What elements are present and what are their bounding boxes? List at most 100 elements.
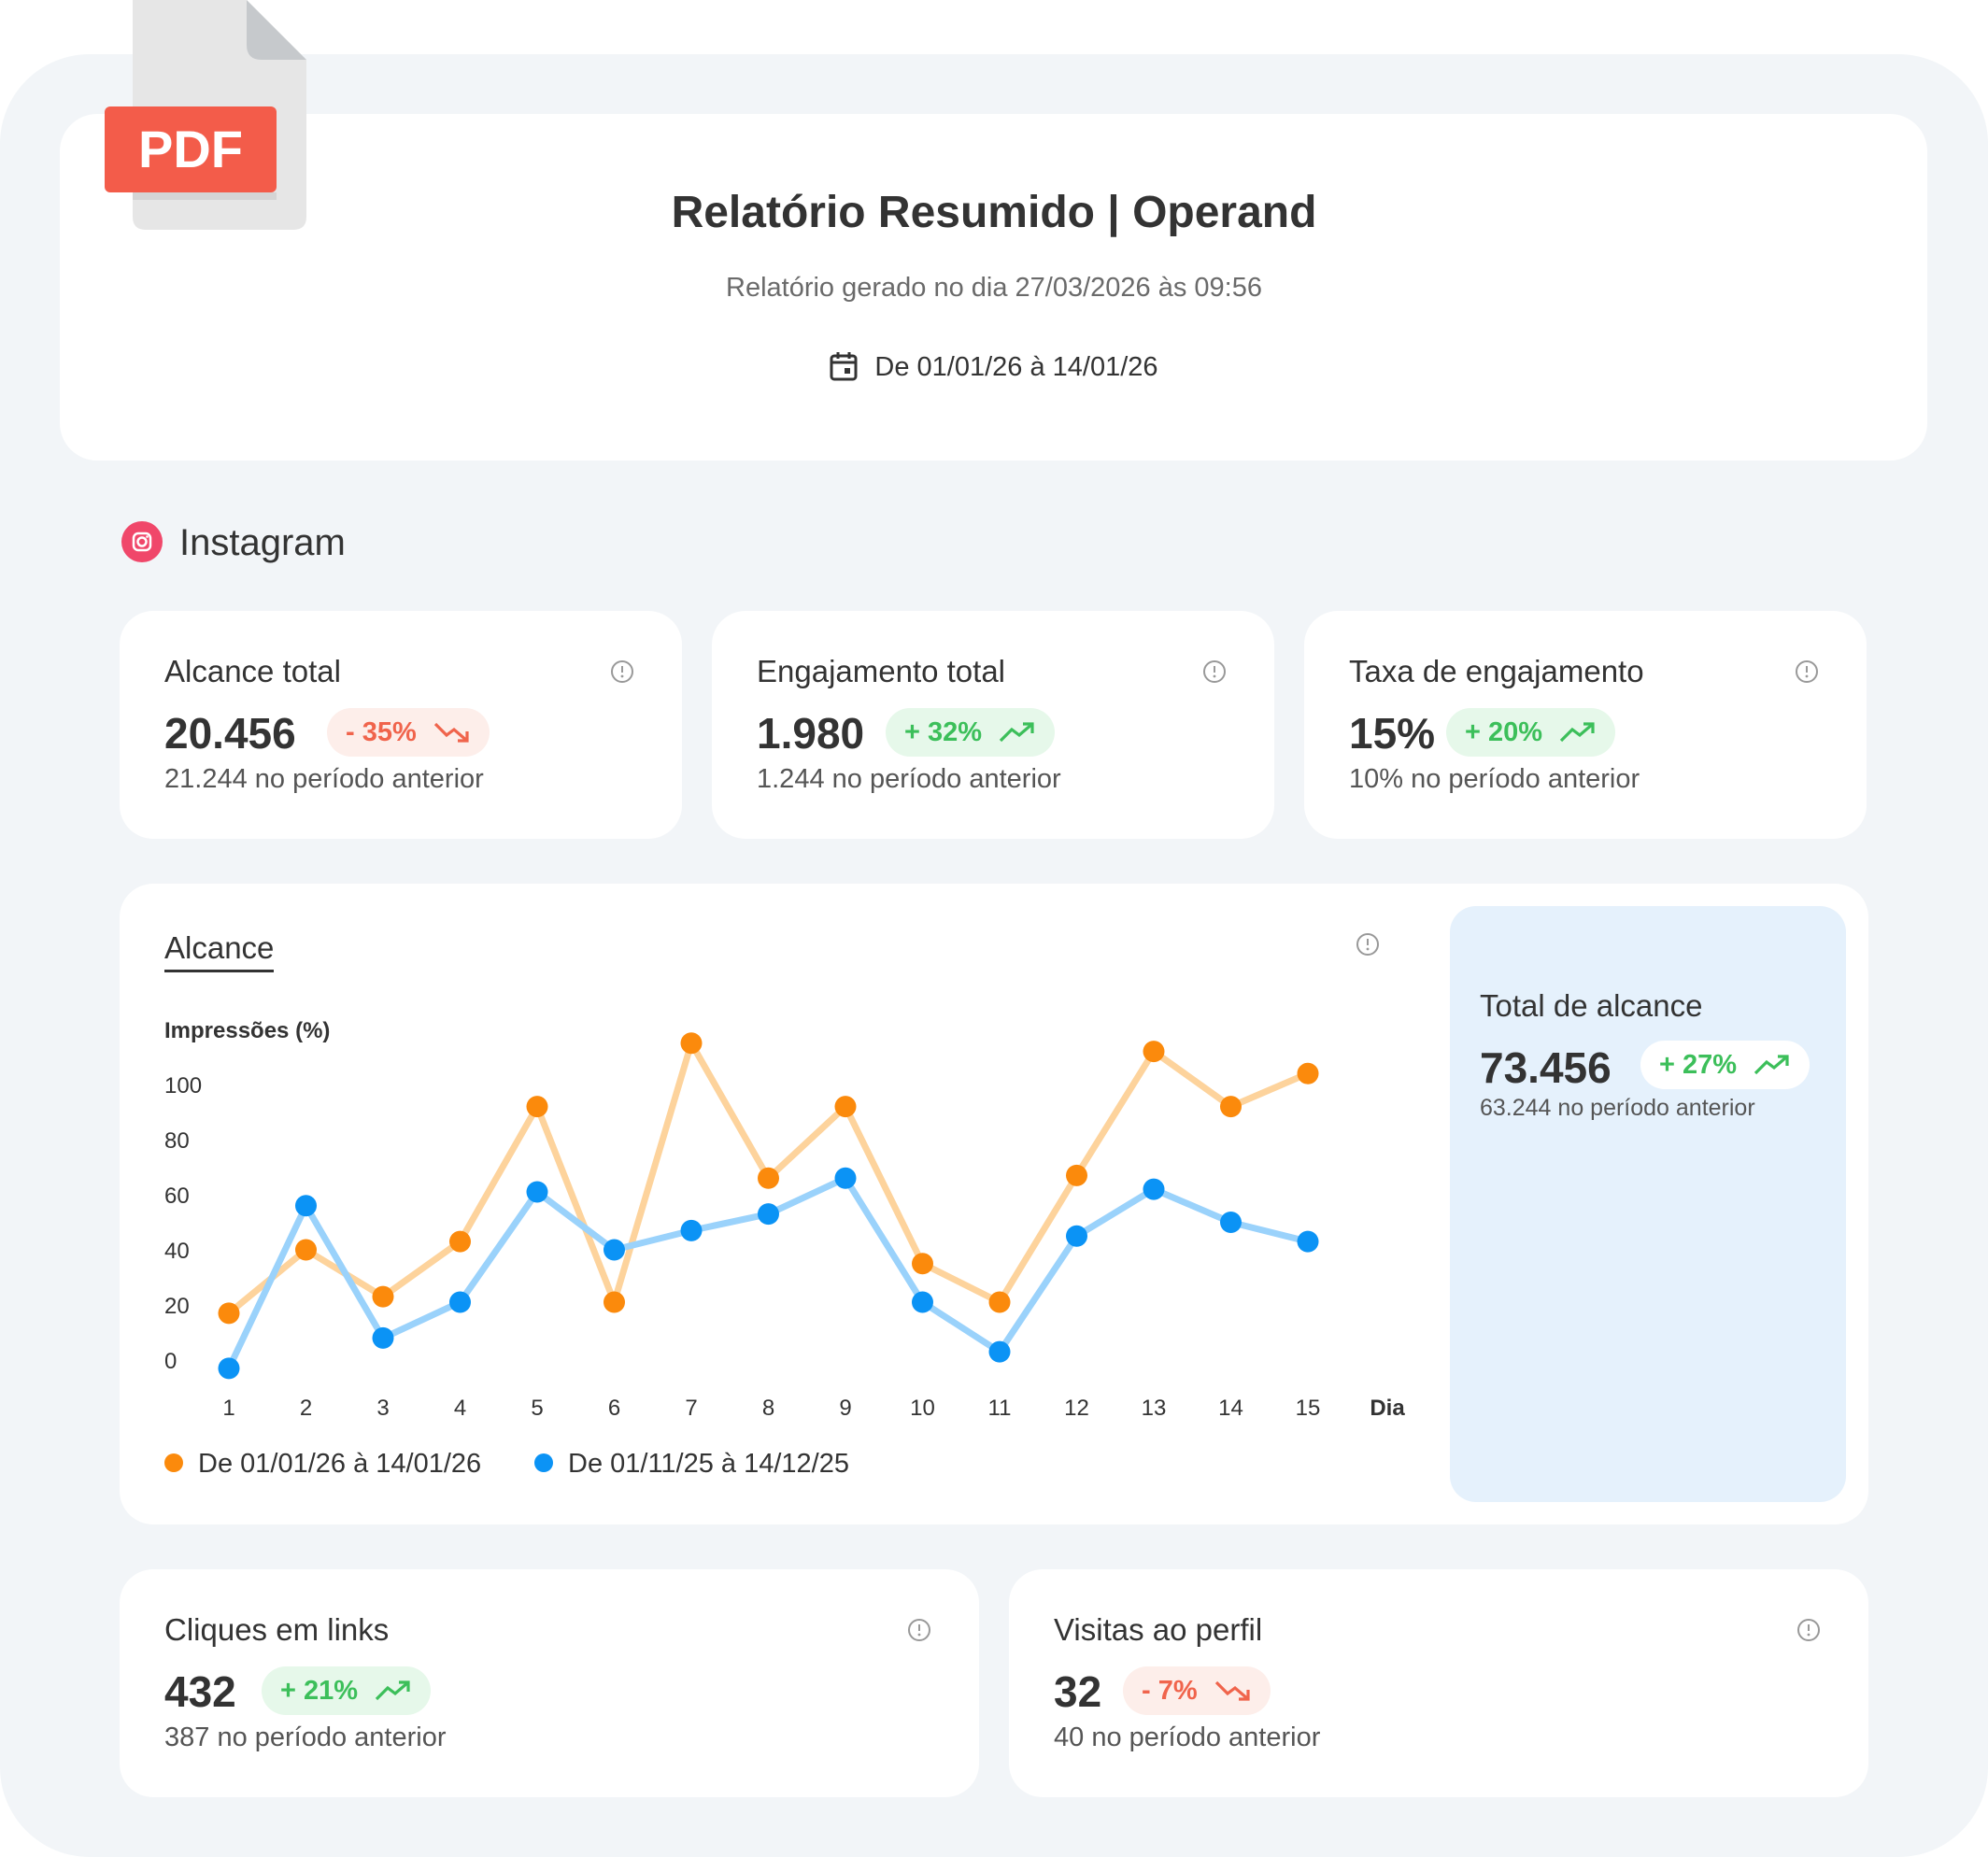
metric-label: Taxa de engajamento bbox=[1349, 654, 1644, 688]
y-tick-label: 60 bbox=[164, 1184, 190, 1209]
page-title: Relatório Resumido | Operand bbox=[671, 188, 1317, 237]
section-title: Instagram bbox=[179, 522, 346, 563]
x-tick-label: 11 bbox=[988, 1396, 1012, 1421]
x-tick-label: 2 bbox=[300, 1396, 312, 1421]
pdf-file-icon[interactable]: PDF bbox=[105, 0, 306, 230]
data-point-1 bbox=[449, 1291, 471, 1313]
data-point-1 bbox=[680, 1219, 703, 1241]
data-point-1 bbox=[1220, 1212, 1242, 1233]
info-icon[interactable] bbox=[1795, 659, 1818, 683]
y-tick-label: 0 bbox=[164, 1349, 177, 1374]
trend-up-icon bbox=[375, 1680, 410, 1701]
data-point-0 bbox=[449, 1230, 471, 1253]
data-point-0 bbox=[1297, 1062, 1319, 1084]
metric-previous: 387 no período anterior bbox=[164, 1722, 447, 1752]
change-badge: + 21% bbox=[262, 1666, 432, 1715]
x-axis-label: Dia bbox=[1370, 1396, 1405, 1421]
metric-card-cliques-links bbox=[120, 1569, 979, 1797]
x-tick-label: 13 bbox=[1142, 1396, 1167, 1421]
legend-item-previous: De 01/11/25 à 14/12/25 bbox=[534, 1449, 849, 1480]
x-tick-label: 5 bbox=[531, 1396, 543, 1421]
data-point-0 bbox=[295, 1239, 317, 1261]
data-point-0 bbox=[372, 1285, 394, 1308]
data-point-1 bbox=[218, 1357, 240, 1380]
x-tick-label: 10 bbox=[910, 1396, 935, 1421]
legend-item-current: De 01/01/26 à 14/01/26 bbox=[164, 1449, 481, 1480]
y-tick-label: 100 bbox=[164, 1073, 202, 1099]
trend-up-icon bbox=[1559, 722, 1595, 743]
metric-value: 20.456 bbox=[164, 709, 296, 758]
metric-previous: 10% no período anterior bbox=[1349, 764, 1640, 794]
data-point-1 bbox=[295, 1195, 317, 1217]
y-axis-label: Impressões (%) bbox=[164, 1018, 330, 1043]
pdf-label: PDF bbox=[138, 120, 243, 178]
metric-value: 15% bbox=[1349, 709, 1436, 758]
change-badge: + 20% bbox=[1446, 708, 1616, 757]
x-tick-label: 15 bbox=[1296, 1396, 1321, 1421]
metric-value: 432 bbox=[164, 1667, 236, 1716]
metric-previous: 40 no período anterior bbox=[1054, 1722, 1321, 1752]
data-point-0 bbox=[526, 1096, 548, 1118]
data-point-0 bbox=[604, 1291, 625, 1313]
data-point-0 bbox=[912, 1253, 933, 1275]
section-instagram: Instagram bbox=[121, 521, 346, 564]
metric-label: Visitas ao perfil bbox=[1054, 1612, 1263, 1647]
data-point-1 bbox=[834, 1167, 857, 1189]
metric-value: 32 bbox=[1054, 1667, 1102, 1716]
total-reach-previous: 63.244 no período anterior bbox=[1480, 1095, 1755, 1121]
change-badge: + 27% bbox=[1640, 1041, 1810, 1089]
metric-previous: 21.244 no período anterior bbox=[164, 764, 484, 794]
x-tick-label: 7 bbox=[685, 1396, 697, 1421]
data-point-0 bbox=[988, 1291, 1011, 1313]
data-point-0 bbox=[834, 1096, 857, 1118]
data-point-0 bbox=[680, 1032, 703, 1055]
data-point-1 bbox=[758, 1203, 779, 1226]
data-point-1 bbox=[526, 1181, 548, 1203]
trend-up-icon bbox=[999, 722, 1034, 743]
date-range[interactable]: De 01/01/26 à 14/01/26 bbox=[0, 351, 1988, 389]
info-icon[interactable] bbox=[1202, 659, 1226, 683]
data-point-1 bbox=[372, 1326, 394, 1349]
y-tick-label: 40 bbox=[164, 1239, 190, 1264]
data-point-0 bbox=[758, 1167, 779, 1189]
y-tick-label: 20 bbox=[164, 1294, 190, 1319]
metric-label: Engajamento total bbox=[757, 654, 1006, 688]
metric-label: Alcance total bbox=[164, 654, 341, 688]
tab-alcance[interactable]: Alcance bbox=[164, 930, 275, 972]
metric-value: 1.980 bbox=[757, 709, 865, 758]
change-badge: - 35% bbox=[327, 708, 490, 757]
x-tick-label: 14 bbox=[1218, 1396, 1243, 1421]
date-range-text: De 01/01/26 à 14/01/26 bbox=[874, 352, 1158, 382]
instagram-icon bbox=[121, 521, 163, 562]
x-tick-label: 8 bbox=[762, 1396, 774, 1421]
data-point-1 bbox=[1143, 1178, 1165, 1200]
data-point-1 bbox=[1066, 1225, 1087, 1247]
data-point-1 bbox=[1297, 1230, 1319, 1253]
x-tick-label: 3 bbox=[376, 1396, 389, 1421]
data-point-0 bbox=[1143, 1041, 1165, 1063]
trend-up-icon bbox=[1754, 1055, 1789, 1075]
legend-dot bbox=[164, 1453, 183, 1472]
generated-timestamp: Relatório gerado no dia 27/03/2026 às 09… bbox=[726, 273, 1262, 303]
trend-down-icon bbox=[1214, 1680, 1250, 1701]
change-badge: + 32% bbox=[886, 708, 1056, 757]
total-reach-label: Total de alcance bbox=[1480, 988, 1703, 1023]
metric-label: Cliques em links bbox=[164, 1612, 390, 1647]
metric-previous: 1.244 no período anterior bbox=[757, 764, 1061, 794]
trend-down-icon bbox=[433, 722, 469, 743]
x-tick-label: 1 bbox=[222, 1396, 234, 1421]
data-point-0 bbox=[218, 1302, 240, 1325]
data-point-1 bbox=[912, 1291, 933, 1313]
info-icon[interactable] bbox=[1356, 932, 1379, 956]
data-point-0 bbox=[1220, 1096, 1242, 1118]
info-icon[interactable] bbox=[1796, 1618, 1820, 1641]
total-reach-panel bbox=[1450, 906, 1846, 1502]
total-reach-value: 73.456 bbox=[1480, 1043, 1612, 1092]
info-icon[interactable] bbox=[907, 1618, 930, 1641]
x-tick-label: 12 bbox=[1064, 1396, 1089, 1421]
info-icon[interactable] bbox=[610, 659, 633, 683]
calendar-icon bbox=[830, 351, 858, 389]
x-tick-label: 4 bbox=[454, 1396, 466, 1421]
y-tick-label: 80 bbox=[164, 1128, 190, 1154]
